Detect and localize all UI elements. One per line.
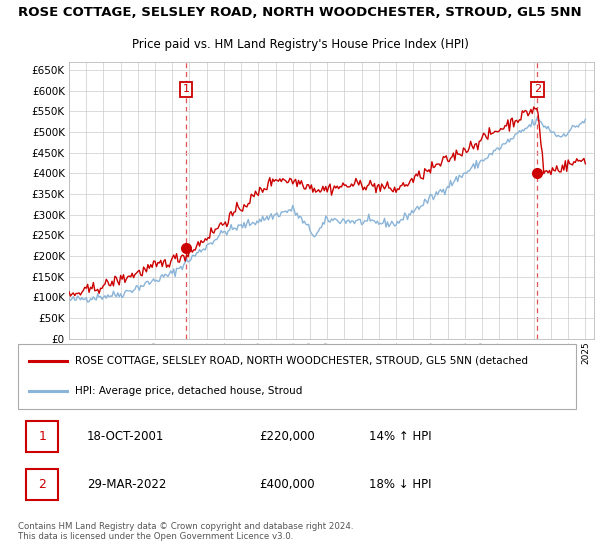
Text: 29-MAR-2022: 29-MAR-2022 [87,478,166,491]
Text: ROSE COTTAGE, SELSLEY ROAD, NORTH WOODCHESTER, STROUD, GL5 5NN: ROSE COTTAGE, SELSLEY ROAD, NORTH WOODCH… [18,6,582,20]
FancyBboxPatch shape [26,421,58,452]
Text: 2: 2 [38,478,46,491]
Text: HPI: Average price, detached house, Stroud: HPI: Average price, detached house, Stro… [76,386,303,395]
FancyBboxPatch shape [26,469,58,500]
Text: 14% ↑ HPI: 14% ↑ HPI [369,430,432,443]
Text: 1: 1 [38,430,46,443]
FancyBboxPatch shape [18,344,577,409]
Text: £400,000: £400,000 [260,478,316,491]
Text: 18% ↓ HPI: 18% ↓ HPI [369,478,431,491]
Text: Contains HM Land Registry data © Crown copyright and database right 2024.
This d: Contains HM Land Registry data © Crown c… [18,522,353,541]
Text: Price paid vs. HM Land Registry's House Price Index (HPI): Price paid vs. HM Land Registry's House … [131,38,469,50]
Text: 18-OCT-2001: 18-OCT-2001 [87,430,164,443]
Text: £220,000: £220,000 [260,430,316,443]
Text: 1: 1 [182,85,190,94]
Text: ROSE COTTAGE, SELSLEY ROAD, NORTH WOODCHESTER, STROUD, GL5 5NN (detached: ROSE COTTAGE, SELSLEY ROAD, NORTH WOODCH… [76,356,529,366]
Text: 2: 2 [533,85,541,94]
